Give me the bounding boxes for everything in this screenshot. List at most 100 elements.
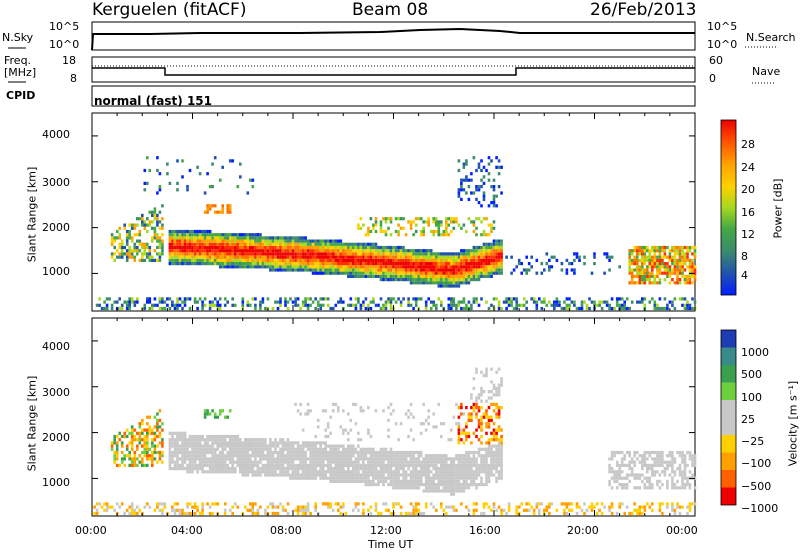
velocity-cell bbox=[176, 454, 179, 458]
power-cell bbox=[412, 262, 415, 266]
power-cell bbox=[653, 265, 657, 269]
power-cell bbox=[125, 242, 129, 246]
power-cell bbox=[342, 262, 345, 266]
power-cell bbox=[281, 236, 285, 240]
power-cell bbox=[450, 262, 453, 266]
power-cell bbox=[299, 255, 302, 259]
power-cell bbox=[146, 252, 149, 256]
power-cell bbox=[128, 229, 131, 234]
power-cell bbox=[221, 245, 224, 250]
power-cell bbox=[630, 300, 634, 304]
power-cell bbox=[314, 245, 317, 250]
power-cell bbox=[389, 233, 393, 237]
power-cell bbox=[216, 255, 219, 259]
velocity-cell bbox=[457, 441, 461, 445]
power-cell bbox=[161, 226, 164, 230]
velocity-cell bbox=[226, 470, 229, 474]
velocity-cell bbox=[354, 422, 358, 426]
vel-cbar-tick-500: 500 bbox=[741, 368, 762, 381]
power-cell bbox=[658, 268, 662, 272]
velocity-cell bbox=[462, 463, 466, 467]
velocity-cell bbox=[603, 505, 606, 509]
velocity-cell bbox=[296, 470, 300, 474]
power-cell bbox=[450, 252, 453, 256]
velocity-cell bbox=[236, 460, 240, 464]
power-cell bbox=[176, 233, 179, 237]
power-cell bbox=[309, 262, 312, 266]
power-cell bbox=[628, 271, 631, 275]
velocity-cell bbox=[452, 508, 456, 512]
velocity-cell bbox=[304, 454, 307, 458]
velocity-cell bbox=[367, 431, 370, 435]
power-cell bbox=[673, 306, 677, 311]
power-cell bbox=[462, 271, 466, 275]
velocity-cell bbox=[472, 502, 476, 506]
power-cell bbox=[435, 306, 438, 311]
power-cell bbox=[379, 268, 383, 272]
velocity-cell bbox=[173, 467, 177, 471]
power-cell bbox=[344, 242, 348, 246]
velocity-cell bbox=[427, 486, 430, 490]
power-cell bbox=[477, 303, 481, 307]
power-cell bbox=[691, 258, 694, 262]
velocity-cell bbox=[407, 467, 410, 471]
freq-label: Freq. bbox=[4, 54, 32, 67]
velocity-cell bbox=[113, 450, 116, 455]
power-cell bbox=[362, 252, 365, 256]
power-cell bbox=[203, 262, 207, 266]
power-cell bbox=[500, 245, 503, 250]
power-cell bbox=[321, 268, 325, 272]
velocity-cell bbox=[565, 505, 569, 509]
power-cell bbox=[693, 249, 697, 253]
power-cell bbox=[138, 229, 142, 234]
velocity-cell bbox=[239, 441, 242, 445]
power-cell bbox=[495, 265, 498, 269]
power-cell bbox=[143, 188, 147, 192]
power-cell bbox=[470, 268, 473, 272]
power-cell bbox=[246, 303, 250, 307]
power-cell bbox=[281, 242, 285, 246]
power-cell bbox=[447, 217, 451, 221]
velocity-cell bbox=[296, 457, 300, 461]
power-cell bbox=[141, 245, 144, 250]
power-cell bbox=[193, 239, 197, 243]
power-cell bbox=[384, 229, 388, 234]
power-cell bbox=[437, 233, 441, 237]
velocity-cell bbox=[538, 508, 541, 512]
power-cell bbox=[110, 255, 114, 259]
velocity-cell bbox=[440, 489, 443, 493]
velocity-cell bbox=[306, 402, 310, 406]
power-cell bbox=[653, 303, 657, 307]
power-cbar-tick-24: 24 bbox=[741, 161, 755, 174]
power-cell bbox=[575, 252, 579, 256]
power-cell bbox=[472, 271, 476, 275]
velocity-cell bbox=[266, 444, 270, 448]
velocity-cell bbox=[362, 447, 365, 451]
power-cell bbox=[497, 300, 501, 304]
velocity-cell bbox=[633, 460, 636, 464]
velocity-cell bbox=[455, 483, 458, 487]
power-cell bbox=[600, 306, 604, 311]
power-cell bbox=[221, 165, 224, 169]
power-cell bbox=[362, 274, 365, 278]
power-cell bbox=[475, 252, 478, 256]
power-cell bbox=[465, 162, 468, 166]
power-cell bbox=[427, 258, 430, 262]
power-cell bbox=[176, 236, 179, 240]
power-cell bbox=[683, 255, 687, 259]
power-cell bbox=[183, 242, 187, 246]
velocity-cell bbox=[271, 511, 275, 516]
power-cell bbox=[661, 258, 664, 262]
velocity-cell bbox=[213, 470, 217, 474]
velocity-cell bbox=[369, 457, 373, 461]
power-cell bbox=[274, 262, 277, 266]
power-cell bbox=[397, 255, 400, 259]
power-cell bbox=[633, 262, 636, 266]
power-cell bbox=[641, 271, 644, 275]
velocity-cell bbox=[402, 457, 405, 461]
velocity-cell bbox=[359, 447, 363, 451]
power-cell bbox=[269, 252, 272, 256]
velocity-cell bbox=[216, 502, 219, 506]
velocity-cell bbox=[417, 483, 420, 487]
velocity-cell bbox=[311, 441, 315, 445]
